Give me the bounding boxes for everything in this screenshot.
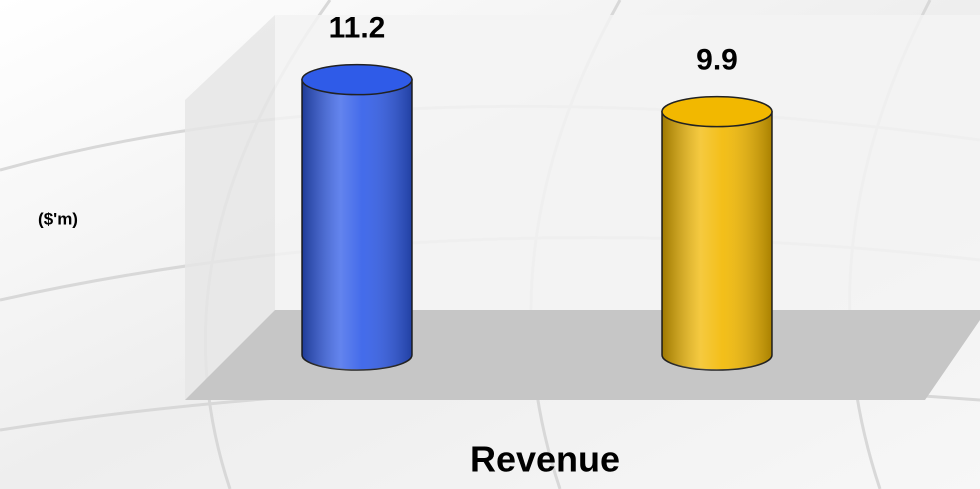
cylinder-shade	[302, 79, 412, 370]
cylinder-top	[301, 63, 413, 96]
back-wall	[275, 15, 980, 310]
cylinder-shade	[662, 111, 772, 370]
value-label: 9.9	[696, 44, 738, 77]
cylinder-top	[661, 95, 773, 128]
side-wall	[185, 15, 275, 400]
value-label: 11.2	[329, 12, 386, 45]
x-tick-label: Revenue	[470, 439, 620, 480]
y-axis-label: ($'m)	[38, 209, 78, 228]
